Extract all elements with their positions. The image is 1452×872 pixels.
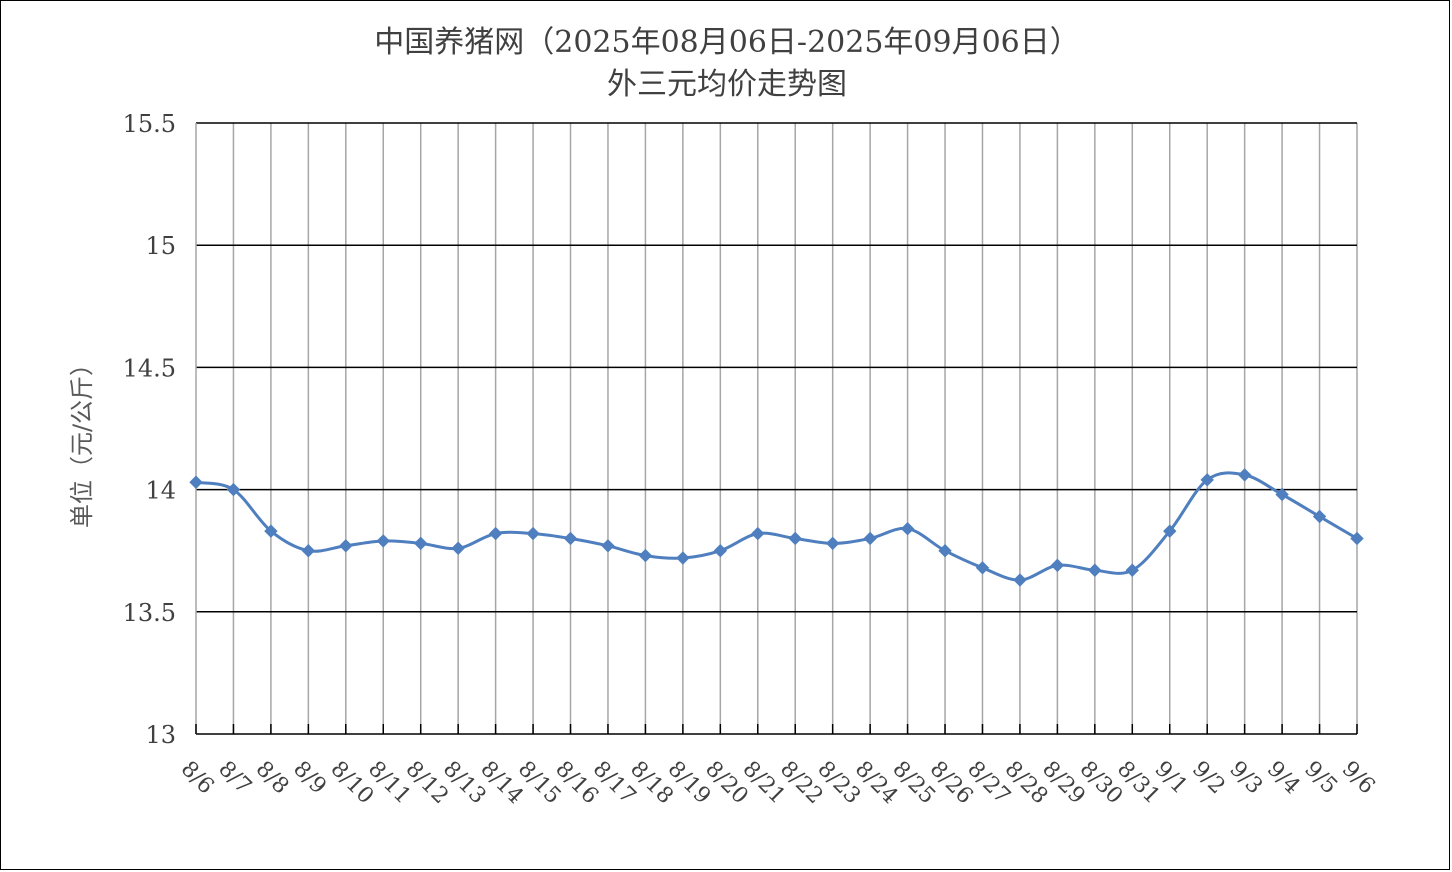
x-tick-label: 8/7 bbox=[213, 757, 256, 800]
data-point bbox=[1312, 509, 1327, 524]
data-point bbox=[414, 536, 428, 551]
y-tick-label: 13 bbox=[145, 721, 176, 749]
data-point bbox=[938, 543, 952, 558]
y-tick-label: 15.5 bbox=[123, 110, 176, 138]
data-point bbox=[676, 551, 690, 565]
data-point bbox=[1237, 468, 1252, 482]
y-tick-label: 14 bbox=[145, 477, 176, 505]
y-axis-label: 单位（元/公斤） bbox=[68, 352, 96, 528]
x-tick-label: 8/6 bbox=[176, 757, 219, 800]
x-tick-label: 8/9 bbox=[288, 757, 331, 800]
data-point bbox=[1013, 573, 1027, 587]
data-point bbox=[900, 521, 915, 536]
data-point bbox=[1200, 473, 1214, 487]
data-point bbox=[488, 526, 503, 541]
x-tick-label: 8/8 bbox=[251, 757, 294, 800]
data-point bbox=[713, 543, 728, 558]
data-point bbox=[526, 526, 540, 541]
data-point bbox=[189, 475, 203, 489]
y-tick-label: 13.5 bbox=[123, 599, 176, 627]
chart-title: 中国养猪网（2025年08月06日-2025年09月06日） bbox=[374, 25, 1080, 60]
y-tick-label: 14.5 bbox=[123, 354, 176, 382]
data-point bbox=[226, 482, 241, 497]
x-tick-label: 9/2 bbox=[1187, 757, 1230, 800]
data-point bbox=[863, 531, 877, 546]
data-point bbox=[1050, 558, 1065, 573]
data-point bbox=[376, 534, 390, 548]
data-point bbox=[1350, 531, 1364, 546]
x-tick-labels: 8/68/78/88/98/108/118/128/138/148/158/16… bbox=[176, 757, 1380, 810]
data-point bbox=[751, 526, 765, 541]
data-point bbox=[975, 561, 990, 575]
x-tick-label: 8/10 bbox=[326, 757, 379, 810]
data-point bbox=[1088, 563, 1102, 577]
data-point bbox=[301, 543, 316, 558]
x-tick-label: 9/5 bbox=[1299, 757, 1342, 800]
data-point bbox=[1163, 524, 1177, 538]
axes bbox=[195, 123, 1358, 735]
data-point bbox=[563, 531, 578, 546]
x-tick-label: 9/6 bbox=[1337, 757, 1380, 800]
data-point bbox=[339, 539, 353, 553]
x-tick-label: 9/3 bbox=[1224, 757, 1267, 800]
data-point bbox=[1275, 487, 1289, 502]
data-point bbox=[264, 524, 278, 538]
x-tick-label: 9/4 bbox=[1262, 757, 1305, 800]
data-point bbox=[788, 531, 802, 546]
data-point bbox=[825, 536, 840, 551]
data-point bbox=[601, 539, 615, 553]
data-point bbox=[1125, 563, 1139, 577]
chart-subtitle: 外三元均价走势图 bbox=[607, 67, 847, 102]
y-tick-label: 15 bbox=[145, 232, 176, 260]
data-point bbox=[638, 548, 653, 563]
series-layer bbox=[189, 468, 1364, 587]
y-tick-labels: 13 13.5 14 14.5 15 15.5 bbox=[123, 110, 176, 749]
data-point bbox=[451, 541, 465, 555]
grid-lines bbox=[196, 122, 1358, 734]
